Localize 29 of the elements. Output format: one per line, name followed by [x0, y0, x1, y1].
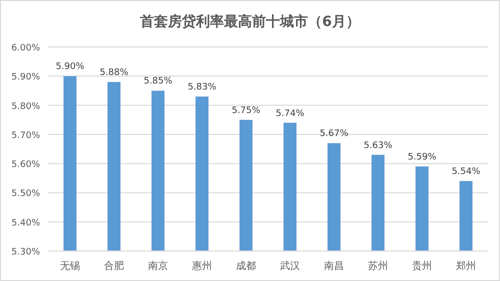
- y-tick-label: 5.50%: [11, 189, 40, 200]
- x-tick-label: 苏州: [368, 260, 388, 272]
- x-tick-label: 武汉: [280, 260, 300, 272]
- x-tick-label: 合肥: [104, 260, 124, 272]
- x-tick-label: 南京: [148, 260, 168, 272]
- data-label: 5.88%: [100, 68, 129, 78]
- x-tick-label: 成都: [236, 260, 256, 272]
- data-label: 5.67%: [320, 129, 349, 140]
- data-label: 5.75%: [232, 106, 261, 116]
- data-label: 5.85%: [144, 76, 173, 87]
- data-label: 5.90%: [56, 62, 85, 72]
- x-tick-label: 贵州: [412, 260, 432, 272]
- y-tick-label: 5.70%: [11, 130, 40, 141]
- x-tick-label: 南昌: [324, 260, 344, 272]
- data-label: 5.59%: [408, 152, 437, 162]
- data-label: 5.83%: [188, 82, 217, 93]
- data-label: 5.54%: [452, 167, 481, 178]
- y-tick-label: 6.00%: [11, 44, 40, 54]
- x-tick-label: 惠州: [191, 260, 212, 272]
- y-tick-label: 5.80%: [11, 102, 40, 112]
- chart-title: 首套房贷利率最高前十城市（6月）: [139, 13, 360, 30]
- y-tick-label: 5.90%: [11, 72, 40, 83]
- x-tick-label: 郑州: [456, 260, 476, 272]
- y-tick-label: 5.40%: [11, 218, 40, 228]
- data-label: 5.74%: [276, 108, 305, 119]
- x-tick-label: 无锡: [60, 261, 80, 272]
- y-tick-label: 5.60%: [11, 160, 40, 170]
- y-tick-label: 5.30%: [11, 248, 40, 258]
- data-label: 5.63%: [364, 140, 393, 151]
